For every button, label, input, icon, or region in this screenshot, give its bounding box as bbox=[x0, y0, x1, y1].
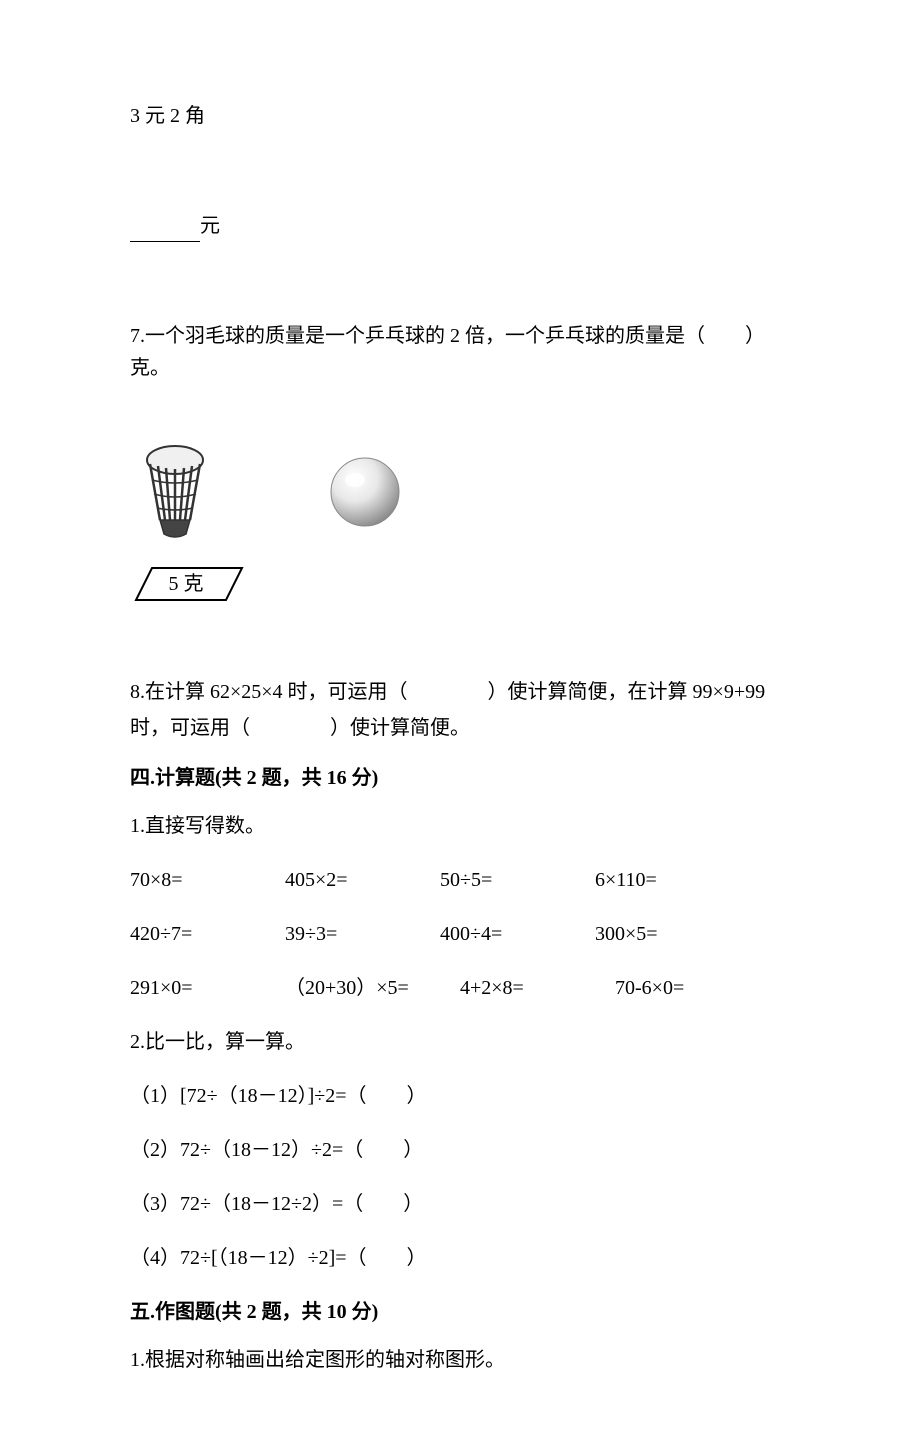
calc-cell: 400÷4= bbox=[440, 918, 595, 950]
q7-figure: 5 克 bbox=[130, 442, 405, 616]
calc-cell: 405×2= bbox=[285, 864, 440, 896]
yuan-blank[interactable] bbox=[130, 222, 200, 242]
section-4-heading: 四.计算题(共 2 题，共 16 分) bbox=[130, 762, 790, 794]
calc-cell: 6×110= bbox=[595, 864, 750, 896]
question-4-2-1: （1）[72÷（18－12）]÷2=（ ） bbox=[130, 1080, 790, 1112]
calc-cell: 291×0= bbox=[130, 972, 285, 1004]
section-5-heading: 五.作图题(共 2 题，共 10 分) bbox=[130, 1296, 790, 1328]
shuttlecock-icon bbox=[130, 442, 220, 552]
calc-cell: 39÷3= bbox=[285, 918, 440, 950]
calc-rows-container: 70×8=405×2=50÷5=6×110= 420÷7=39÷3=400÷4=3… bbox=[130, 864, 790, 1004]
pingpong-ball-icon bbox=[325, 452, 405, 542]
question-4-2-4: （4）72÷[（18－12）÷2]=（ ） bbox=[130, 1242, 790, 1274]
calc-row: 420÷7=39÷3=400÷4=300×5= bbox=[130, 918, 790, 950]
calc-cell: （20+30）×5= bbox=[285, 972, 460, 1004]
calc-cell: 300×5= bbox=[595, 918, 750, 950]
calc-cell: 70-6×0= bbox=[615, 972, 770, 1004]
price-text: 3 元 2 角 bbox=[130, 100, 790, 132]
calc-row: 70×8=405×2=50÷5=6×110= bbox=[130, 864, 790, 896]
question-7: 7.一个羽毛球的质量是一个乒乓球的 2 倍，一个乒乓球的质量是（ ）克。 bbox=[130, 320, 790, 384]
calc-cell: 50÷5= bbox=[440, 864, 595, 896]
question-4-2-3: （3）72÷（18－12÷2）=（ ） bbox=[130, 1188, 790, 1220]
question-4-1: 1.直接写得数。 bbox=[130, 810, 790, 842]
calc-cell: 420÷7= bbox=[130, 918, 285, 950]
calc-row: 291×0=（20+30）×5=4+2×8=70-6×0= bbox=[130, 972, 790, 1004]
question-4-2-2: （2）72÷（18－12）÷2=（ ） bbox=[130, 1134, 790, 1166]
question-4-2: 2.比一比，算一算。 bbox=[130, 1026, 790, 1058]
calc-cell: 70×8= bbox=[130, 864, 285, 896]
question-8-line1: 8.在计算 62×25×4 时，可运用（ ）使计算简便，在计算 99×9+99 bbox=[130, 676, 790, 708]
yuan-suffix: 元 bbox=[200, 215, 220, 237]
question-5-1: 1.根据对称轴画出给定图形的轴对称图形。 bbox=[130, 1344, 790, 1376]
weight-label-box: 5 克 bbox=[130, 562, 405, 616]
question-8-line2: 时，可运用（ ）使计算简便。 bbox=[130, 712, 790, 744]
weight-label-text: 5 克 bbox=[169, 572, 204, 595]
calc-cell: 4+2×8= bbox=[460, 972, 615, 1004]
yuan-blank-line: 元 bbox=[130, 210, 790, 242]
